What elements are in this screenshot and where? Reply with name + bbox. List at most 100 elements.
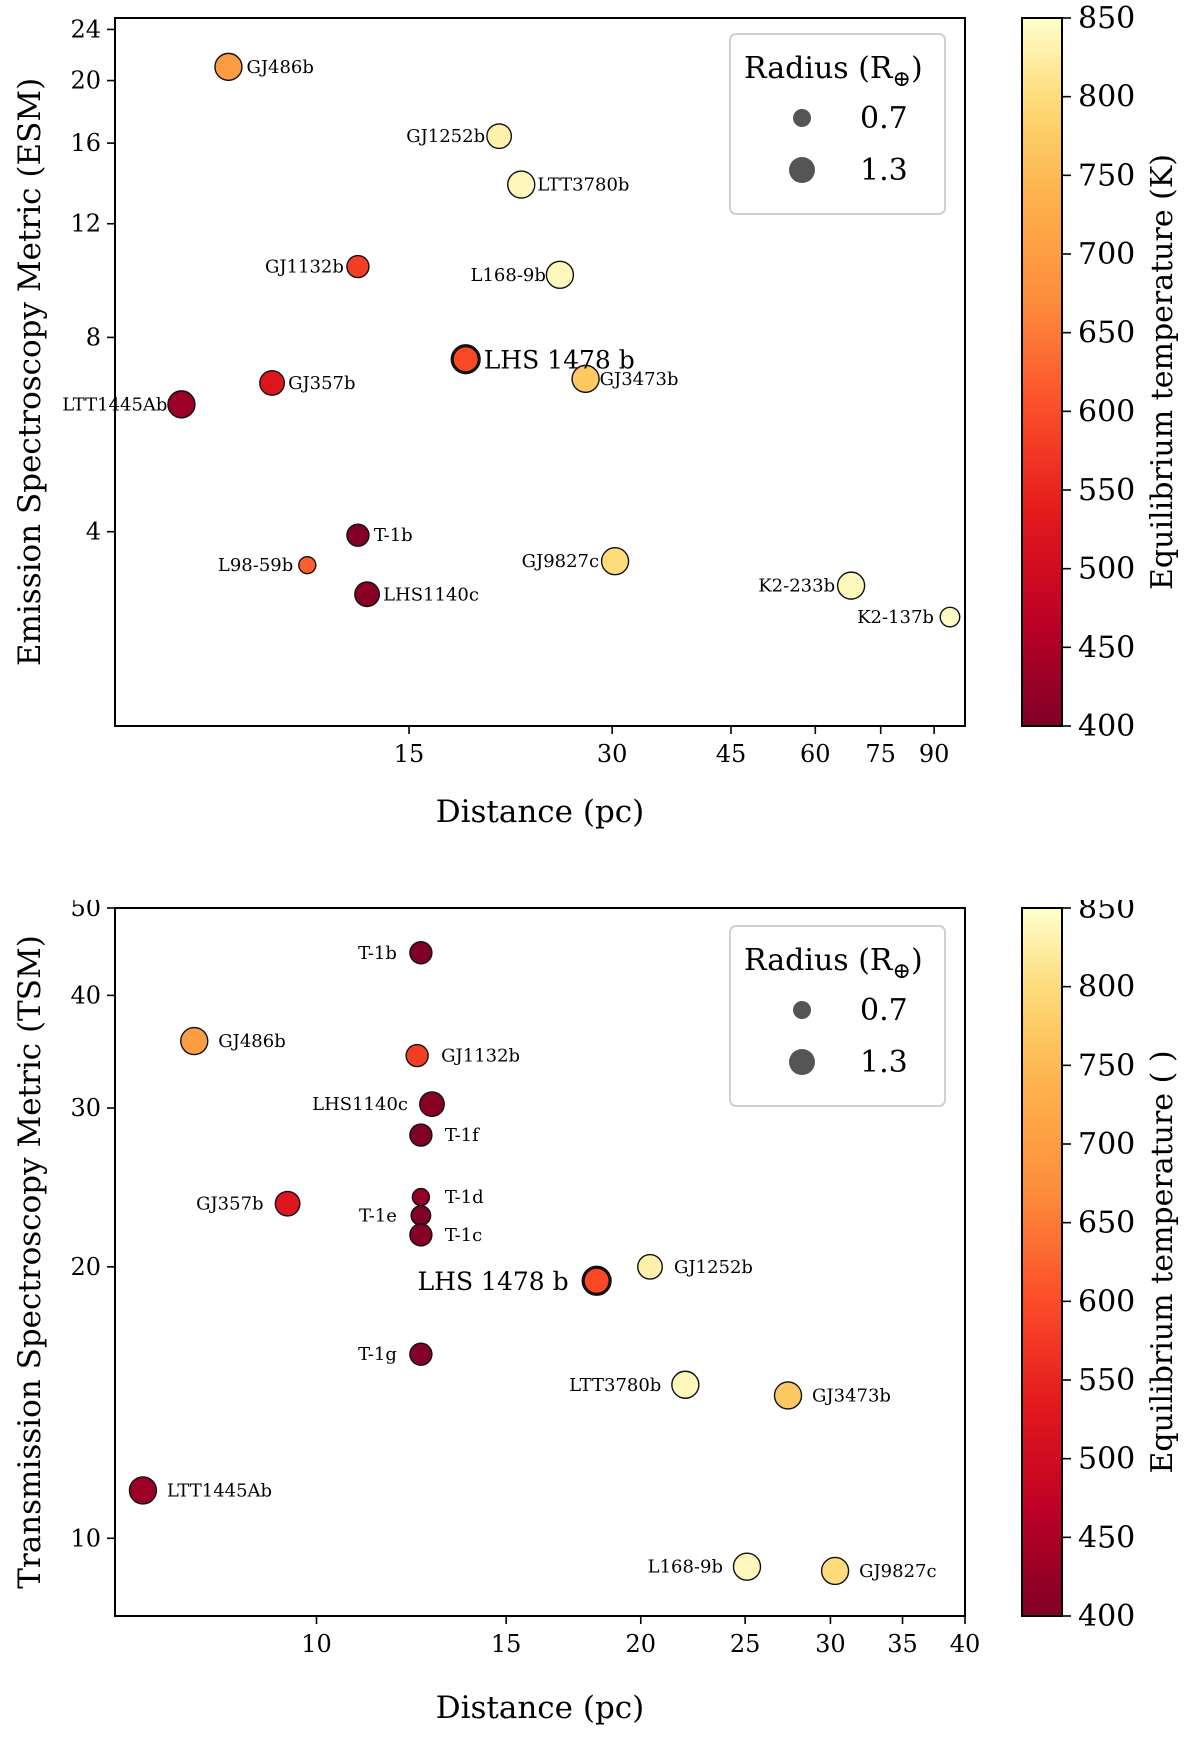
data-point-gj9827c xyxy=(820,1556,850,1586)
x-tick-label: 90 xyxy=(919,740,950,768)
data-point-ltt1445ab xyxy=(167,390,196,419)
x-tick-label: 40 xyxy=(950,1630,981,1658)
x-tick-label: 75 xyxy=(865,740,896,768)
point-label: L168-9b xyxy=(648,1557,723,1578)
data-point-ltt1445ab xyxy=(128,1476,158,1505)
points-layer xyxy=(167,52,961,628)
colorbar-tick-label: 400 xyxy=(1078,709,1135,744)
data-point-gj1132b xyxy=(346,254,370,279)
data-point-gj1252b xyxy=(486,123,513,150)
point-label: GJ1132b xyxy=(441,1046,520,1067)
point-label: T-1b xyxy=(374,525,413,546)
point-label: GJ9827c xyxy=(522,551,599,572)
colorbar-tick-label: 700 xyxy=(1078,237,1135,272)
x-tick-label: 20 xyxy=(625,1630,656,1658)
point-label: GJ3473b xyxy=(600,369,679,390)
data-point-t-1b xyxy=(346,523,370,547)
colorbar-tick-label: 550 xyxy=(1078,473,1135,508)
colorbar-tick-label: 800 xyxy=(1078,970,1135,1005)
point-label: GJ357b xyxy=(196,1194,263,1215)
colorbar-tick-label: 650 xyxy=(1078,316,1135,351)
colorbar-tick-label: 400 xyxy=(1078,1599,1135,1634)
y-tick-label: 16 xyxy=(70,129,101,157)
y-tick-label: 24 xyxy=(70,15,101,43)
x-tick-label: 15 xyxy=(394,740,425,768)
y-tick-label: 8 xyxy=(86,323,101,351)
x-tick-label: 30 xyxy=(815,1630,846,1658)
x-tick-label: 60 xyxy=(800,740,831,768)
y-tick-label: 10 xyxy=(70,1524,101,1552)
point-label: LTT3780b xyxy=(537,175,629,196)
point-label: LTT3780b xyxy=(569,1375,661,1396)
colorbar-tick-label: 850 xyxy=(1078,1,1135,36)
legend-size-label: 0.7 xyxy=(860,993,908,1028)
data-point-t-1b xyxy=(409,941,433,965)
x-tick-label: 25 xyxy=(730,1630,761,1658)
x-tick-label: 30 xyxy=(597,740,628,768)
colorbar-tick-label: 450 xyxy=(1078,1520,1135,1555)
x-tick-label: 10 xyxy=(301,1630,332,1658)
point-label: T-1d xyxy=(445,1187,484,1208)
colorbar-tick-label: 800 xyxy=(1078,80,1135,115)
legend-marker xyxy=(793,109,811,127)
y-axis-label: Transmission Spectroscopy Metric (TSM) xyxy=(12,935,48,1589)
data-point-gj9827c xyxy=(600,547,630,576)
point-label: T-1g xyxy=(358,1344,397,1365)
legend-title: Radius (R⊕) xyxy=(744,943,923,984)
y-tick-label: 40 xyxy=(70,981,101,1009)
legend-box xyxy=(729,925,946,1107)
point-label: T-1c xyxy=(445,1225,482,1246)
points-layer xyxy=(128,941,850,1586)
point-label: GJ1252b xyxy=(406,126,485,147)
data-point-gj3473b xyxy=(571,364,600,394)
colorbar-tick-label: 500 xyxy=(1078,552,1135,587)
point-label: GJ9827c xyxy=(859,1561,936,1582)
colorbar-tick-label: 650 xyxy=(1078,1206,1135,1241)
data-point-t-1e xyxy=(410,1205,432,1226)
colorbar-tick-label: 500 xyxy=(1078,1442,1135,1477)
point-label: L168-9b xyxy=(471,265,546,286)
colorbar-tick-label: 550 xyxy=(1078,1363,1135,1398)
point-label: LHS1140c xyxy=(312,1094,408,1115)
data-point-gj1132b xyxy=(405,1043,429,1068)
legend-marker xyxy=(789,157,815,183)
point-label: L98-59b xyxy=(218,555,293,576)
x-axis-label: Distance (pc) xyxy=(436,1690,645,1726)
data-point-l168-9b xyxy=(545,260,575,290)
data-point-lhs1140c xyxy=(354,581,381,608)
plot-frame xyxy=(114,907,966,1617)
data-point-gj357b xyxy=(259,370,286,396)
data-point-gj486b xyxy=(180,1026,209,1056)
y-axis-label: Emission Spectroscopy Metric (ESM) xyxy=(12,78,48,666)
y-tick-label: 20 xyxy=(70,67,101,95)
point-label: T-1b xyxy=(358,943,397,964)
point-label: GJ486b xyxy=(218,1031,285,1052)
data-point-gj1252b xyxy=(637,1253,663,1280)
x-tick-label: 15 xyxy=(491,1630,522,1658)
point-label: LHS1140c xyxy=(383,584,479,605)
data-point-ltt3780b xyxy=(507,170,536,199)
plot-frame xyxy=(114,17,966,727)
data-point-ltt3780b xyxy=(671,1370,700,1399)
tsm-chart: 10 15 20 25 30 35 40 10 20 30 40 50 Distance (pc) Tra… xyxy=(12,900,1180,1726)
data-point-gj486b xyxy=(214,52,243,82)
colorbar-tick-label: 750 xyxy=(1078,158,1135,193)
point-label: LTT1445Ab xyxy=(62,394,167,415)
colorbar-tick-label: 850 xyxy=(1078,900,1135,926)
esm-chart: 15 30 45 60 75 90 4 8 12 16 20 24 Distance (pc) Emiss… xyxy=(12,1,1180,830)
data-point-lhs-1478-b xyxy=(581,1265,612,1296)
data-point-gj357b xyxy=(274,1190,301,1217)
point-label: GJ3473b xyxy=(812,1385,891,1406)
data-point-t-1d xyxy=(411,1187,431,1207)
point-label: T-1e xyxy=(359,1206,397,1227)
legend-size-label: 0.7 xyxy=(860,101,908,136)
data-point-t-1g xyxy=(409,1342,433,1366)
data-point-lhs1140c xyxy=(419,1091,445,1118)
data-point-gj3473b xyxy=(773,1381,803,1410)
colorbar xyxy=(1021,17,1063,727)
y-tick-label: 4 xyxy=(86,518,101,546)
colorbar-tick-label: 750 xyxy=(1078,1048,1135,1083)
point-label: GJ486b xyxy=(246,57,313,78)
x-tick-label: 35 xyxy=(887,1630,918,1658)
point-label: GJ1252b xyxy=(674,1257,753,1278)
